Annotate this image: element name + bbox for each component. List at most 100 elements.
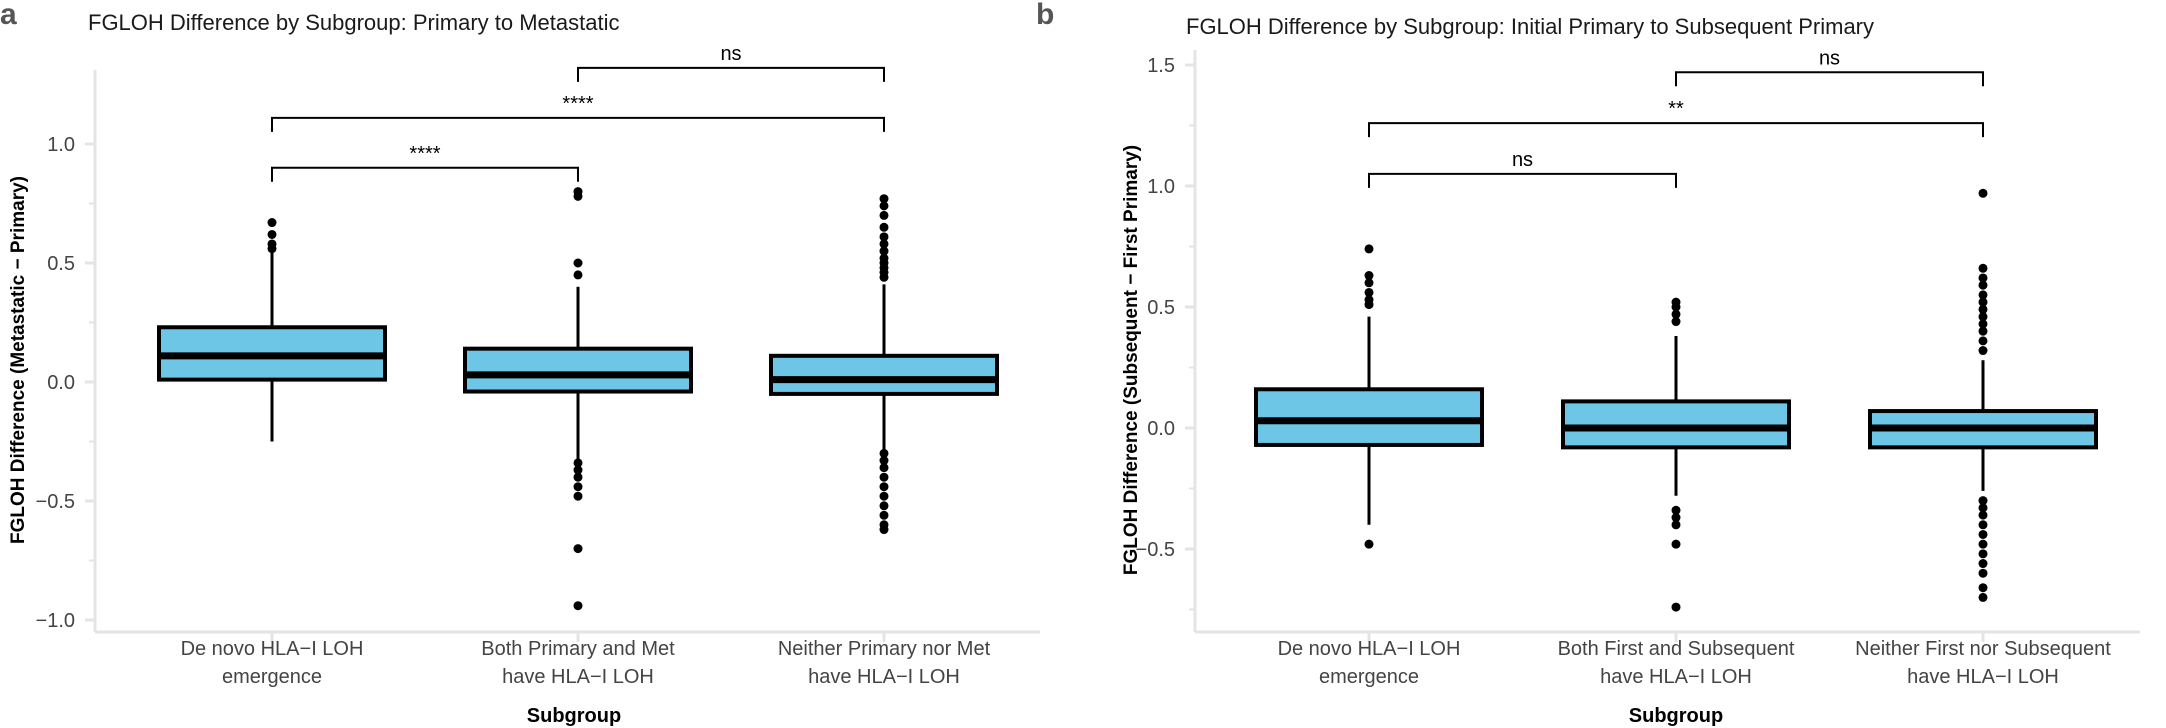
outlier-point — [267, 218, 277, 228]
outlier-point — [573, 258, 583, 268]
panel-a-y-tick-label: −0.5 — [36, 491, 75, 513]
box-iqr — [769, 353, 999, 396]
outlier-point — [879, 232, 889, 242]
panel-b-label: b — [1036, 0, 1054, 31]
outlier-point — [879, 501, 889, 511]
outlier-point — [1671, 297, 1681, 307]
outlier-point — [1978, 273, 1988, 283]
outlier-point — [879, 246, 889, 256]
outlier-point — [1978, 346, 1988, 356]
outlier-point — [1978, 496, 1988, 506]
significance-label: ** — [1668, 98, 1684, 120]
panel-b-box-3 — [1868, 188, 2098, 602]
panel-a-y-tick-label: 0.0 — [47, 372, 75, 394]
panel-a-x-tick-label: have HLA−I LOH — [808, 666, 960, 688]
outlier-point — [573, 465, 583, 475]
outlier-point — [1978, 568, 1988, 578]
outlier-point — [573, 270, 583, 280]
outlier-point — [1978, 297, 1988, 307]
panel-a-title: FGLOH Difference by Subgroup: Primary to… — [88, 10, 619, 35]
panel-b-box-1 — [1254, 244, 1484, 549]
panel-a-comparison-3: ns — [577, 43, 885, 82]
panel-a-box-1 — [157, 218, 387, 442]
panel-a-x-axis-title: Subgroup — [527, 705, 621, 727]
outlier-point — [1364, 287, 1374, 297]
outlier-point — [1671, 513, 1681, 523]
outlier-point — [1978, 312, 1988, 322]
outlier-point — [1978, 304, 1988, 314]
outlier-point — [267, 239, 277, 249]
panel-b-x-tick-label: emergence — [1319, 666, 1419, 688]
panel-a-comparison-1: **** — [271, 143, 579, 182]
outlier-point — [879, 239, 889, 249]
outlier-point — [1671, 602, 1681, 612]
plot-b: −0.5 0.0 0.5 1.0 1.5 De novo HLA−I LOH emergen… — [1136, 47, 2140, 688]
outlier-point — [1364, 244, 1374, 254]
outlier-point — [1978, 539, 1988, 549]
outlier-point — [267, 229, 277, 239]
box-iqr — [1254, 387, 1484, 447]
panel-b-x-axis-title: Subgroup — [1629, 705, 1723, 727]
outlier-point — [573, 482, 583, 492]
outlier-point — [1978, 559, 1988, 569]
significance-label: ns — [1512, 149, 1533, 171]
panel-a-x-tick-label: emergence — [222, 666, 322, 688]
box-iqr — [463, 346, 693, 394]
panel-a-y-tick-label: 1.0 — [47, 134, 75, 156]
outlier-point — [879, 448, 889, 458]
outlier-point — [1978, 510, 1988, 520]
panel-b-y-tick-label: −0.5 — [1136, 539, 1175, 561]
significance-bracket — [1368, 172, 1677, 188]
panel-b-x-tick-label: De novo HLA−I LOH — [1278, 638, 1461, 660]
outlier-point — [879, 510, 889, 520]
outlier-point — [1978, 263, 1988, 273]
panel-b-y-axis-title: FGLOH Difference (Subsequent − First Pri… — [1121, 145, 1142, 575]
panel-b-y-tick-label: 0.0 — [1147, 418, 1175, 440]
outlier-point — [879, 491, 889, 501]
outlier-point — [573, 458, 583, 468]
significance-label: **** — [562, 93, 593, 115]
outlier-point — [1978, 188, 1988, 198]
panel-a-box-2 — [463, 187, 693, 611]
outlier-point — [1978, 319, 1988, 329]
outlier-point — [879, 456, 889, 466]
significance-label: ns — [720, 43, 741, 65]
panel-a-label: a — [0, 0, 17, 31]
panel-b-y-tick-label: 1.0 — [1147, 176, 1175, 198]
outlier-point — [879, 201, 889, 211]
plot-a: −1.0 −0.5 0.0 0.5 1.0 De novo HLA−I LOH emerge… — [36, 43, 1040, 688]
panel-a-y-axis-title: FGLOH Difference (Metastatic − Primary) — [8, 176, 29, 544]
panel-a-x-tick-label: have HLA−I LOH — [502, 666, 654, 688]
outlier-point — [1671, 309, 1681, 319]
outlier-point — [1671, 317, 1681, 327]
outlier-point — [879, 194, 889, 204]
panel-b-x-tick-label: have HLA−I LOH — [1600, 666, 1752, 688]
panel-b-x-tick-label: have HLA−I LOH — [1907, 666, 2059, 688]
panel-b-title: FGLOH Difference by Subgroup: Initial Pr… — [1186, 14, 1874, 39]
panel-a-y-tick-label: −1.0 — [36, 610, 75, 632]
significance-bracket — [1368, 122, 1984, 138]
significance-label: ns — [1819, 47, 1840, 69]
outlier-point — [879, 253, 889, 263]
panel-a-comparison-2: **** — [271, 93, 885, 132]
outlier-point — [879, 525, 889, 535]
outlier-point — [573, 187, 583, 197]
outlier-point — [1978, 290, 1988, 300]
panel-b-box-2 — [1561, 297, 1791, 612]
panel-b-comparison-2: ** — [1368, 98, 1984, 138]
outlier-point — [1978, 326, 1988, 336]
outlier-point — [1364, 539, 1374, 549]
significance-bracket — [271, 116, 885, 132]
outlier-point — [879, 472, 889, 482]
outlier-point — [1364, 295, 1374, 305]
outlier-point — [1978, 280, 1988, 290]
outlier-point — [1978, 529, 1988, 539]
panel-a-x-tick-label: De novo HLA−I LOH — [181, 638, 364, 660]
outlier-point — [573, 601, 583, 611]
significance-bracket — [1675, 71, 1984, 87]
outlier-point — [573, 544, 583, 554]
outlier-point — [879, 463, 889, 473]
panel-b: b FGLOH Difference by Subgroup: Initial … — [1036, 0, 2140, 727]
panel-b-comparison-3: ns — [1675, 47, 1984, 87]
